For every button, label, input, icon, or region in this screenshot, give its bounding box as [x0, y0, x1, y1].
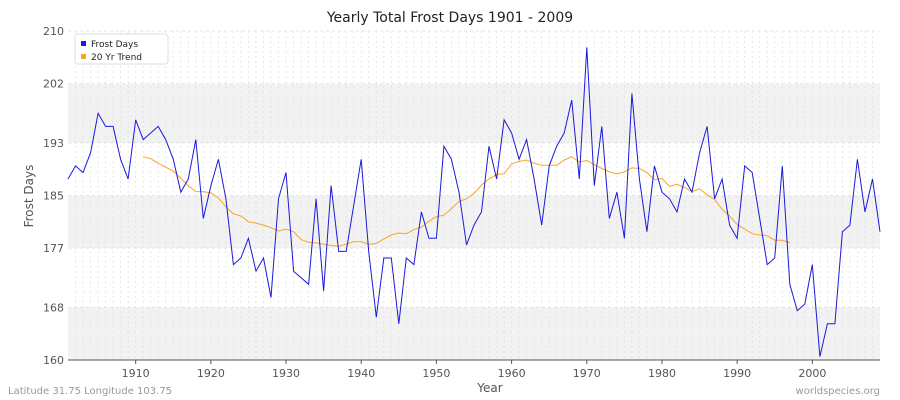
footer-location: Latitude 31.75 Longitude 103.75 — [8, 386, 172, 397]
y-tick-label: 160 — [43, 354, 64, 367]
y-tick-label: 202 — [43, 78, 64, 91]
y-axis-ticks: 160 168 177 185 193 202 210 — [43, 25, 64, 367]
x-tick-label: 2000 — [798, 367, 826, 380]
y-tick-label: 185 — [43, 190, 64, 203]
legend-label-trend: 20 Yr Trend — [91, 53, 142, 63]
x-tick-label: 1940 — [347, 367, 375, 380]
chart-title: Yearly Total Frost Days 1901 - 2009 — [326, 10, 573, 26]
x-tick-label: 1920 — [197, 367, 225, 380]
x-tick-label: 1930 — [272, 367, 300, 380]
x-tick-label: 1970 — [573, 367, 601, 380]
legend-box — [74, 33, 169, 65]
x-axis-label: Year — [476, 381, 502, 395]
frost-days-line — [67, 47, 881, 357]
x-tick-label: 1960 — [498, 367, 526, 380]
legend-swatch-frost-days — [81, 41, 86, 46]
x-tick-label: 1910 — [122, 367, 150, 380]
footer-source: worldspecies.org — [796, 386, 880, 397]
x-tick-label: 1950 — [422, 367, 450, 380]
legend-swatch-trend — [81, 54, 86, 59]
x-axis-ticks: 1910 1920 1930 1940 1950 1960 1970 1980 1990 2000 — [122, 360, 826, 380]
x-tick-label: 1990 — [723, 367, 751, 380]
y-tick-label: 193 — [43, 137, 64, 150]
legend-label-frost-days: Frost Days — [91, 40, 138, 50]
y-tick-label: 168 — [43, 301, 64, 314]
y-axis-label: Frost Days — [22, 165, 36, 228]
legend: Frost Days 20 Yr Trend — [74, 33, 169, 65]
trend-line — [143, 156, 790, 247]
y-tick-label: 210 — [43, 25, 64, 38]
y-tick-label: 177 — [43, 242, 64, 255]
x-tick-label: 1980 — [648, 367, 676, 380]
